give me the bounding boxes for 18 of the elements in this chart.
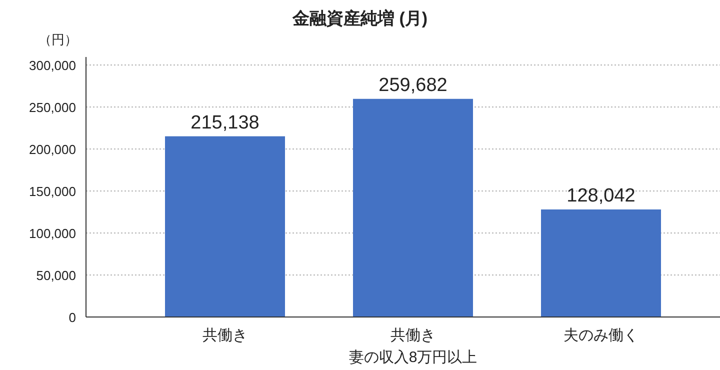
chart-title: 金融資産純増 (月) [291, 8, 428, 28]
y-tick-label: 100,000 [29, 226, 76, 241]
bar [353, 98, 473, 317]
y-tick-label: 200,000 [29, 142, 76, 157]
y-tick-label: 300,000 [29, 58, 76, 73]
bar [541, 209, 661, 317]
y-tick-label: 0 [68, 310, 76, 325]
x-tick-label: 共働き妻の収入8万円以上 [348, 327, 478, 366]
bar [165, 136, 285, 317]
y-tick-label: 50,000 [36, 268, 76, 283]
x-tick-label: 共働き [202, 327, 248, 344]
x-tick-label: 夫のみ働く [564, 327, 638, 344]
data-label: 259,682 [378, 74, 448, 96]
data-label: 128,042 [566, 185, 636, 206]
y-tick-label: 250,000 [29, 100, 76, 115]
y-tick-label: 150,000 [29, 184, 76, 199]
y-axis-title: （円） [38, 32, 78, 47]
data-label: 215,138 [190, 112, 260, 134]
